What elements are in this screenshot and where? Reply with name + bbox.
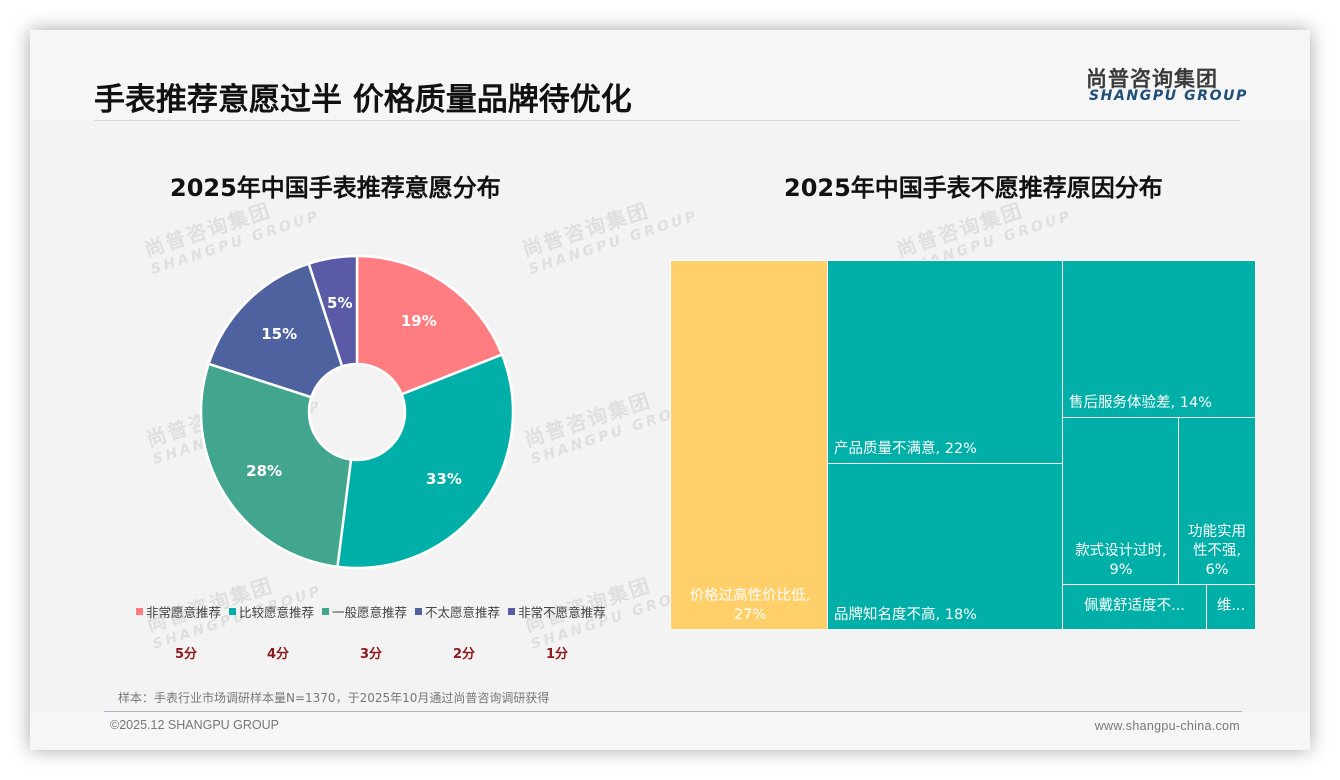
copyright: ©2025.12 SHANGPU GROUP (110, 718, 279, 732)
score-label: 2分 (452, 647, 476, 662)
legend-swatch (508, 608, 516, 615)
donut-slice[interactable] (307, 254, 359, 368)
page-title: 手表推荐意愿过半 价格质量品牌待优化 (94, 82, 632, 118)
legend-item[interactable]: 非常愿意推荐 (136, 602, 221, 621)
treemap-tile-quality[interactable]: 产品质量不满意, 22% (827, 260, 1063, 464)
treemap-tile-price[interactable]: 价格过高性价比低, 27% (670, 260, 828, 630)
header-band (30, 30, 1310, 120)
donut-slice[interactable] (207, 262, 344, 399)
treemap-tile-service[interactable]: 售后服务体验差, 14% (1062, 260, 1256, 418)
treemap-tile-function[interactable]: 功能实用 性不强, 6% (1178, 417, 1256, 585)
slice-value-label: 19% (400, 312, 437, 331)
treemap-tile-comfort[interactable]: 佩戴舒适度不... (1062, 584, 1207, 630)
treemap-tile-style[interactable]: 款式设计过时, 9% (1062, 417, 1179, 585)
legend-swatch (136, 608, 143, 615)
legend-item[interactable]: 一般愿意推荐 (322, 602, 407, 621)
legend-swatch (415, 608, 423, 615)
donut-slice[interactable] (355, 254, 504, 396)
treemap-tile-brand[interactable]: 品牌知名度不高, 18% (827, 463, 1063, 630)
slice-value-label: 5% (327, 294, 353, 313)
treemap-title: 2025年中国手表不愿推荐原因分布 (784, 174, 1163, 202)
slice-value-label: 28% (246, 461, 283, 480)
legend-swatch (322, 608, 330, 615)
score-label: 3分 (359, 647, 383, 662)
website-link[interactable]: www.shangpu-china.com (1094, 719, 1240, 733)
slide: 手表推荐意愿过半 价格质量品牌待优化 尚普咨询集团 SHANGPU GROUP … (30, 30, 1310, 750)
donut-chart-title: 2025年中国手表推荐意愿分布 (170, 174, 501, 202)
sample-footnote: 样本：手表行业市场调研样本量N=1370，于2025年10月通过尚普咨询调研获得 (118, 691, 550, 705)
score-label: 5分 (174, 647, 198, 662)
legend-swatch (229, 608, 237, 615)
treemap-tile-maintenance[interactable]: 维... (1206, 584, 1256, 630)
slice-value-label: 15% (261, 325, 298, 344)
donut-legend: 非常愿意推荐 比较愿意推荐 一般愿意推荐 不太愿意推荐 非常不愿意推荐 (136, 602, 614, 621)
legend-item[interactable]: 不太愿意推荐 (415, 602, 500, 621)
logo-chinese: 尚普咨询集团 (1086, 67, 1218, 91)
score-label: 4分 (266, 647, 290, 662)
legend-item[interactable]: 非常不愿意推荐 (508, 602, 606, 621)
slice-value-label: 33% (425, 470, 462, 489)
footer-divider (104, 711, 1242, 712)
legend-item[interactable]: 比较愿意推荐 (229, 602, 314, 621)
donut-slice[interactable] (336, 352, 515, 570)
score-label: 1分 (545, 647, 569, 662)
footer-band (30, 712, 1310, 750)
header-divider (94, 120, 1240, 121)
treemap-chart: 价格过高性价比低, 27% 产品质量不满意, 22% 品牌知名度不高, 18% … (670, 260, 1256, 630)
donut-slice[interactable] (199, 362, 353, 569)
logo-english: SHANGPU GROUP (1089, 88, 1248, 104)
donut-chart (199, 254, 515, 570)
